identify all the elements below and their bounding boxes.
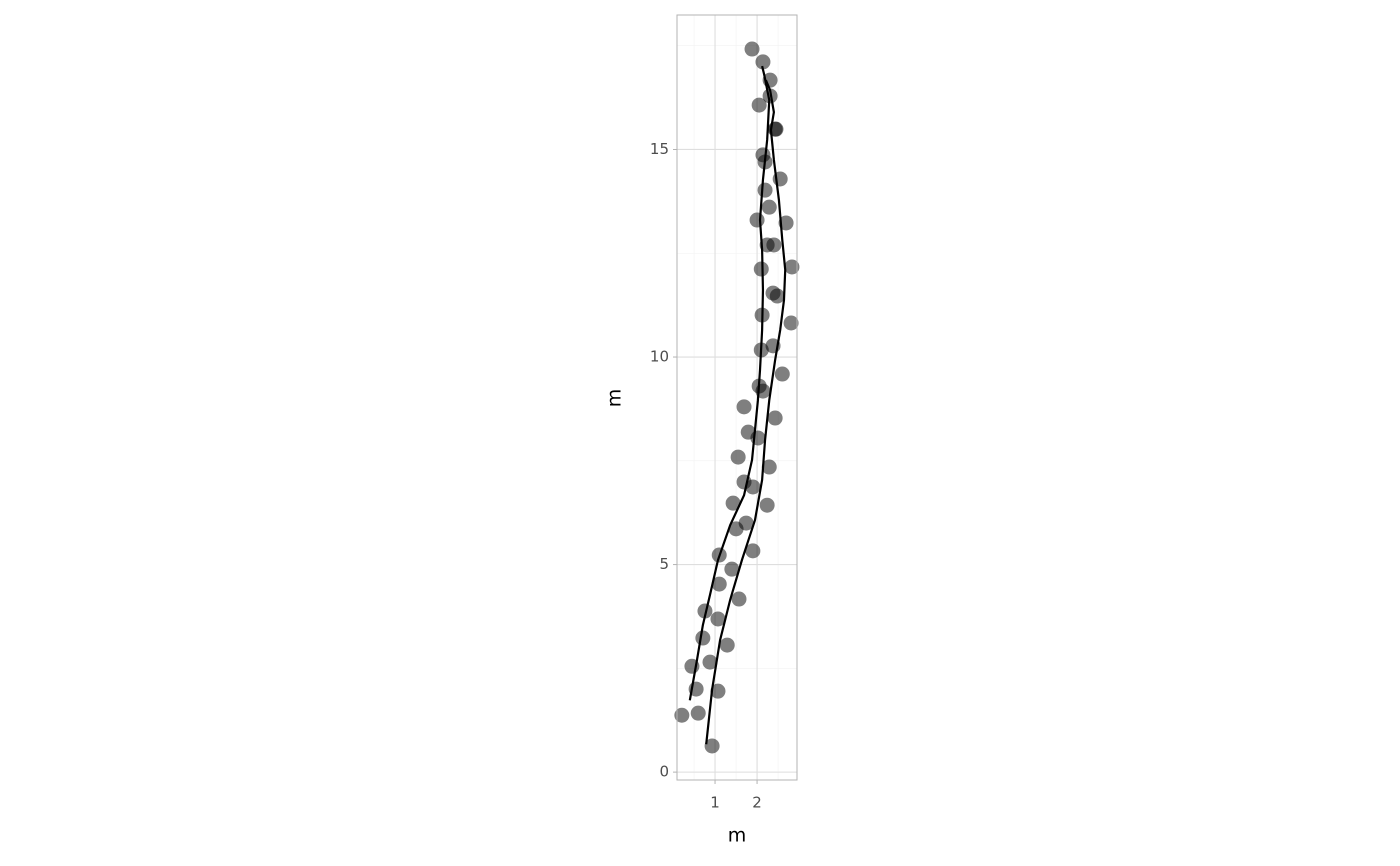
- point: [736, 399, 752, 415]
- point: [751, 97, 767, 113]
- point: [704, 738, 720, 754]
- point: [719, 637, 735, 653]
- point: [690, 705, 706, 721]
- point: [761, 199, 777, 215]
- curve: [688, 65, 771, 701]
- point: [695, 630, 711, 646]
- point: [769, 288, 785, 304]
- x-axis-title: m: [728, 825, 747, 847]
- point: [759, 497, 775, 513]
- point: [674, 707, 690, 723]
- panel-border: [676, 14, 798, 781]
- point: [697, 603, 713, 619]
- point: [745, 543, 761, 559]
- point: [783, 315, 799, 331]
- y-tick-label: 5: [659, 555, 669, 573]
- curve: [705, 79, 787, 745]
- x-tick-label: 2: [752, 794, 762, 812]
- point: [702, 654, 718, 670]
- y-axis-title: m: [604, 389, 626, 408]
- point: [749, 212, 765, 228]
- point: [730, 449, 746, 465]
- y-tick-label: 10: [650, 348, 669, 366]
- point: [724, 561, 740, 577]
- point: [710, 611, 726, 627]
- point: [731, 591, 747, 607]
- point: [745, 479, 761, 495]
- point: [767, 410, 783, 426]
- point: [784, 259, 800, 275]
- point: [710, 683, 726, 699]
- point: [755, 54, 771, 70]
- point: [725, 495, 741, 511]
- point: [711, 576, 727, 592]
- point: [728, 521, 744, 537]
- point: [757, 182, 773, 198]
- point: [761, 459, 777, 475]
- x-tick-label: 1: [710, 794, 720, 812]
- point: [766, 237, 782, 253]
- point: [774, 366, 790, 382]
- y-tick-label: 15: [650, 140, 669, 158]
- point: [753, 261, 769, 277]
- y-tick-label: 0: [659, 763, 669, 781]
- point: [744, 41, 760, 57]
- point: [778, 215, 794, 231]
